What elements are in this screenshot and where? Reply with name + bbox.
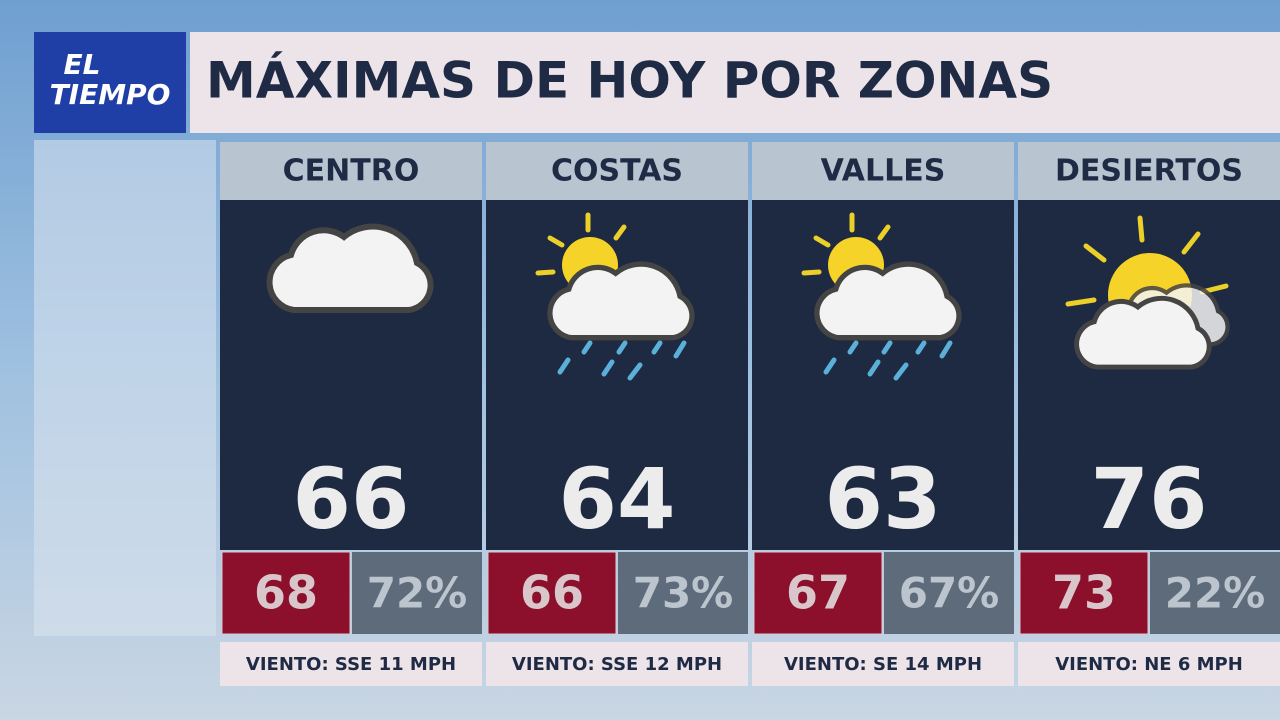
feels-like: 68 bbox=[254, 566, 318, 620]
logo-text: TIEMPO bbox=[50, 78, 171, 111]
zones: CENTRO 66 68 72% VIENTO: SSE 11 MPH COSTAS 64 6… bbox=[220, 142, 1280, 686]
high-temp: 76 bbox=[1091, 450, 1208, 548]
feels-like: 66 bbox=[520, 566, 584, 620]
humidity-box bbox=[1150, 552, 1280, 634]
icon-rain bbox=[535, 212, 692, 381]
feels-box bbox=[1019, 551, 1149, 635]
zone-name: DESIERTOS bbox=[1055, 154, 1243, 189]
high-temp: 64 bbox=[559, 450, 676, 548]
title-bar bbox=[190, 32, 1280, 133]
zone-name: COSTAS bbox=[551, 154, 683, 189]
wind-bar bbox=[220, 642, 482, 686]
zone-name: CENTRO bbox=[283, 154, 420, 189]
feels-box bbox=[753, 551, 883, 635]
humidity-box bbox=[352, 552, 482, 634]
title: MÁXIMAS DE HOY POR ZONAS bbox=[206, 51, 1053, 110]
humidity-box bbox=[618, 552, 748, 634]
wind: VIENTO: SSE 12 MPH bbox=[512, 654, 722, 675]
humidity: 72% bbox=[367, 569, 468, 618]
wind: VIENTO: NE 6 MPH bbox=[1055, 654, 1243, 675]
humidity: 22% bbox=[1165, 569, 1266, 618]
zone-header bbox=[752, 142, 1014, 200]
sun-rays bbox=[535, 212, 627, 276]
zone-header bbox=[1018, 142, 1280, 200]
logo-box bbox=[34, 32, 186, 133]
zone-name: VALLES bbox=[821, 154, 946, 189]
wind: VIENTO: SE 14 MPH bbox=[784, 654, 982, 675]
wind-bar bbox=[486, 642, 748, 686]
high-temp: 66 bbox=[293, 450, 410, 548]
wind-bar bbox=[1018, 642, 1280, 686]
wind-bar bbox=[752, 642, 1014, 686]
side-panel bbox=[34, 140, 216, 636]
rain bbox=[557, 340, 687, 381]
logo-text: EL bbox=[64, 48, 101, 81]
feels-box bbox=[221, 551, 351, 635]
rain bbox=[823, 340, 953, 381]
feels-like: 73 bbox=[1052, 566, 1116, 620]
humidity: 67% bbox=[899, 569, 1000, 618]
feels-like: 67 bbox=[786, 566, 850, 620]
humidity: 73% bbox=[633, 569, 734, 618]
sun-rays bbox=[801, 212, 891, 276]
high-temp: 63 bbox=[825, 450, 942, 548]
icon-partly-cloudy bbox=[1065, 215, 1229, 367]
icon-rain bbox=[801, 212, 959, 381]
feels-box bbox=[487, 551, 617, 635]
humidity-box bbox=[884, 552, 1014, 634]
zone-header bbox=[220, 142, 482, 200]
zone-header bbox=[486, 142, 748, 200]
wind: VIENTO: SSE 11 MPH bbox=[246, 654, 456, 675]
sun-rays bbox=[1065, 215, 1229, 307]
